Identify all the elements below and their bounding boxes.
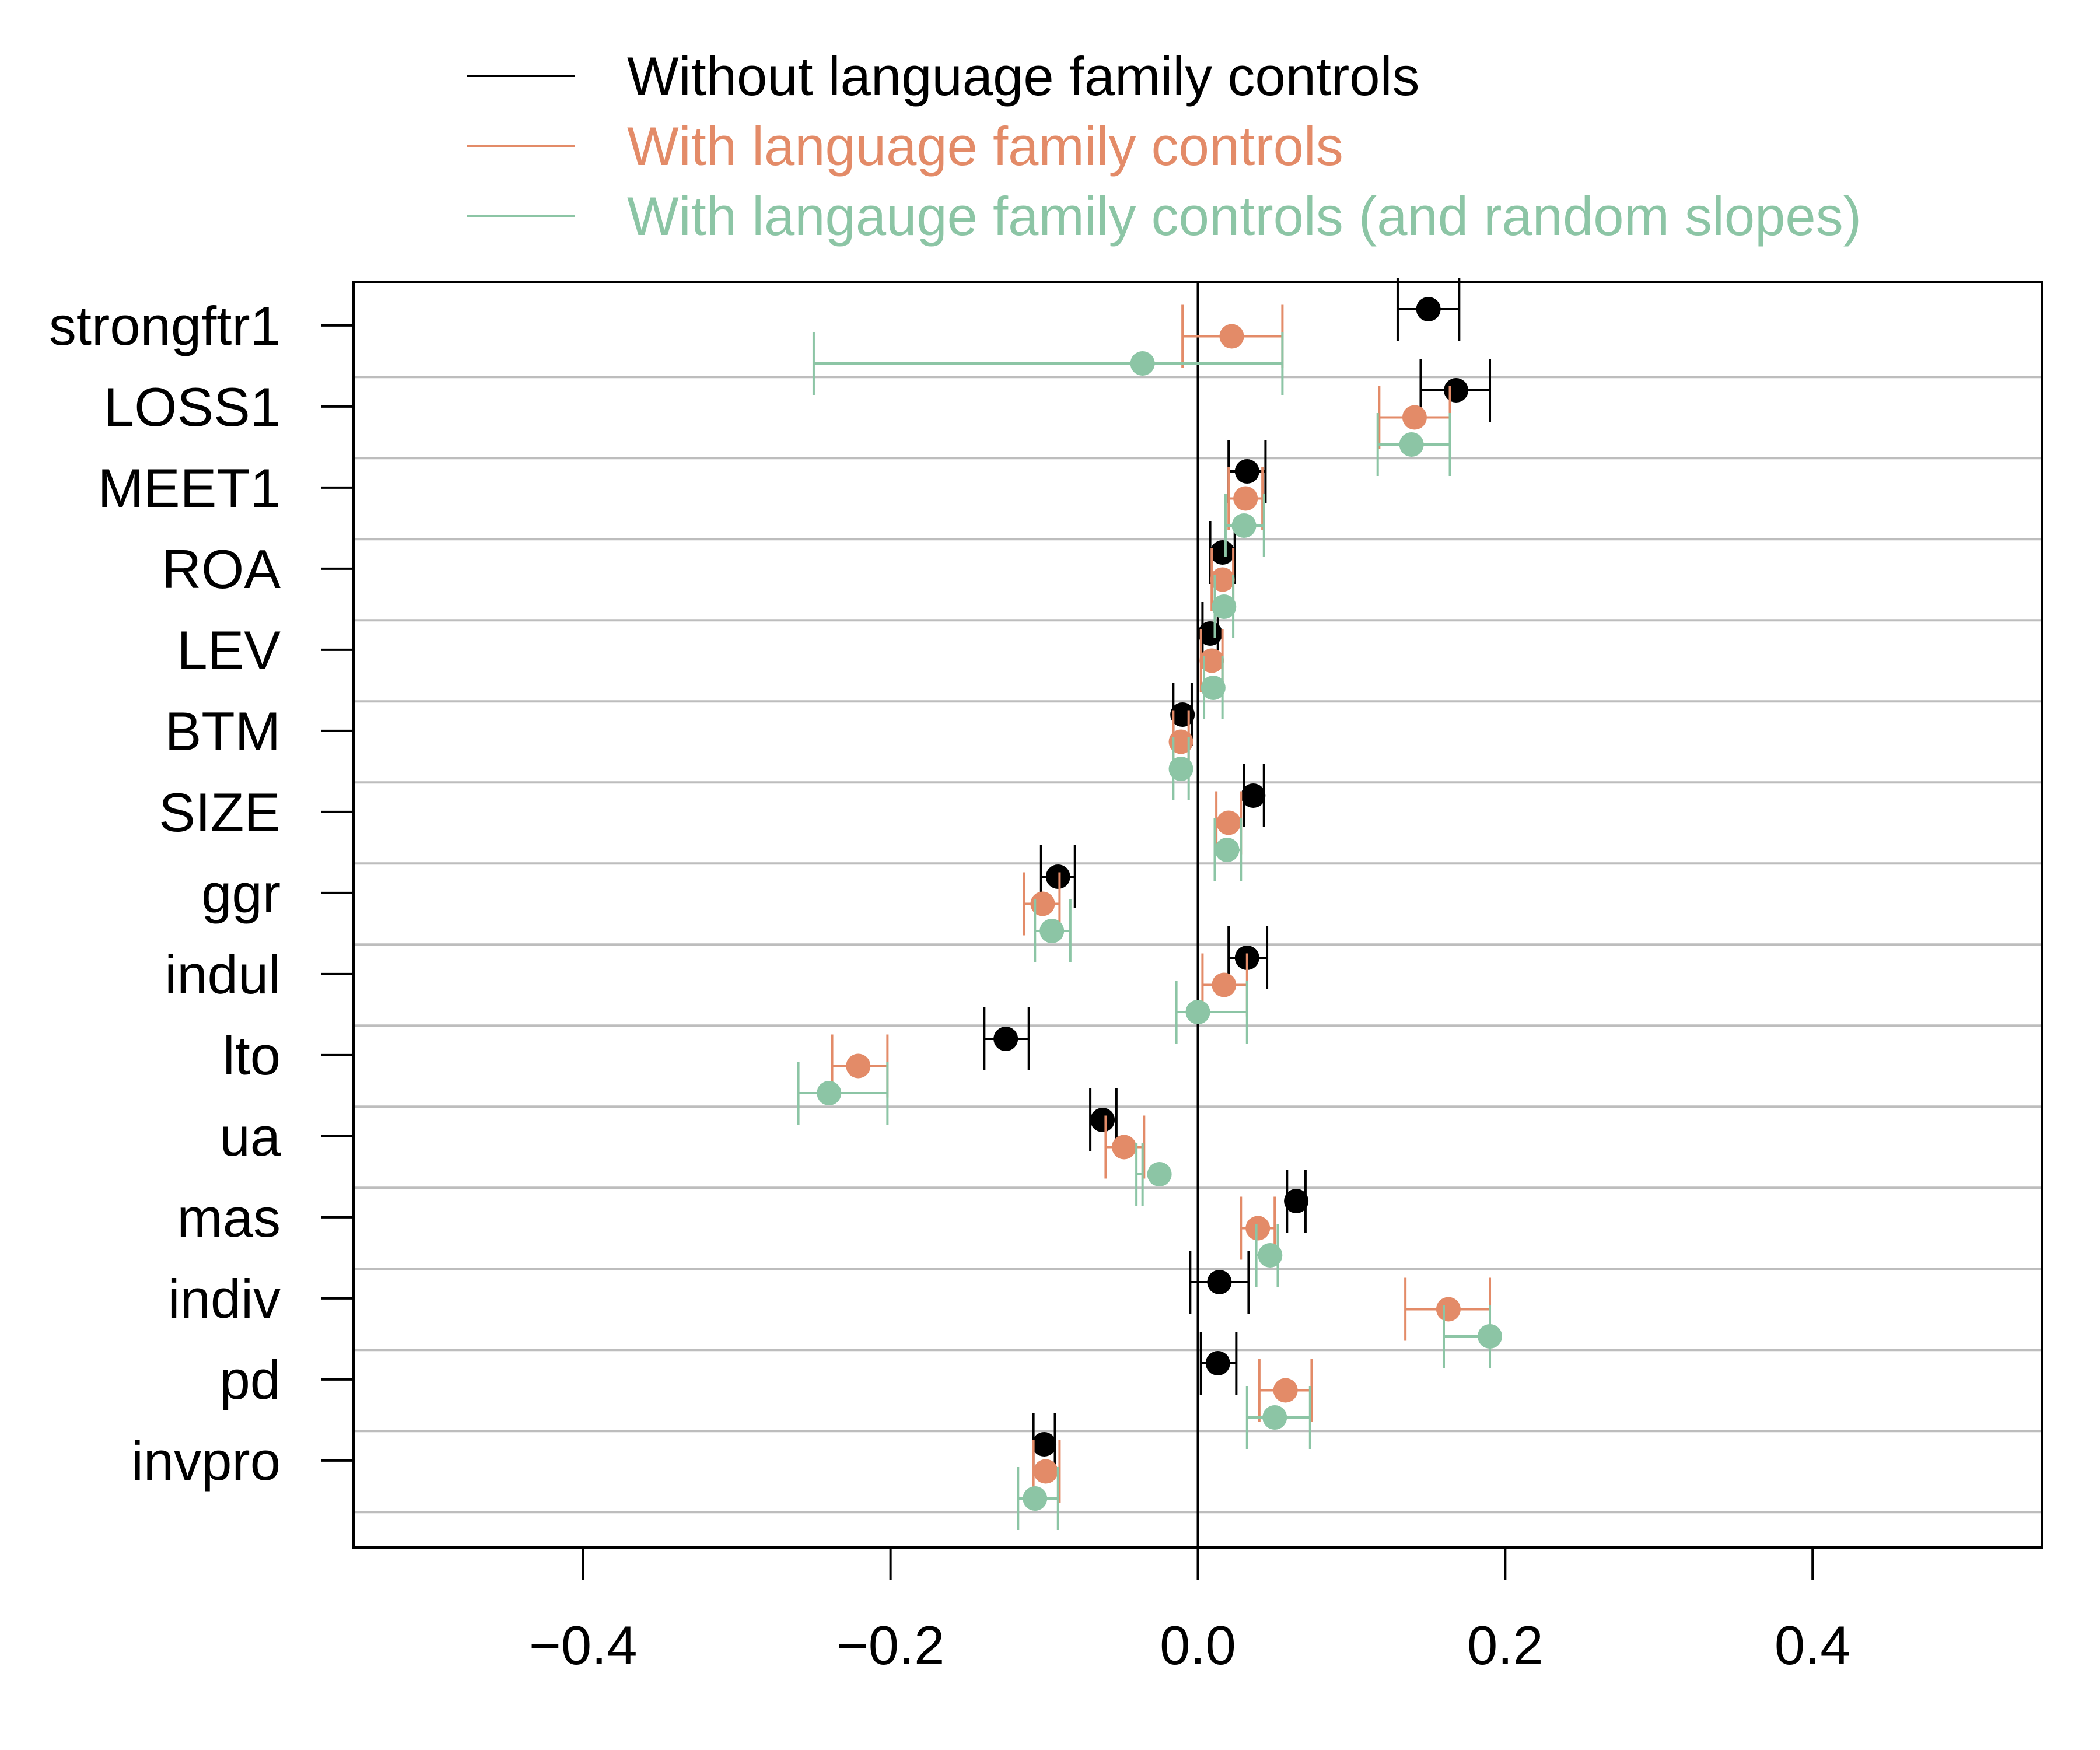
estimate-point [1273,1378,1298,1403]
estimate-point [993,1027,1019,1051]
estimate-point [1168,729,1194,754]
estimate-point [1210,540,1235,565]
estimate-point [1168,757,1194,781]
estimate-point [1032,1432,1057,1457]
estimate-point [1241,783,1266,808]
estimate-point [1212,972,1237,998]
estimate-point [1112,1135,1137,1160]
estimate-point [1478,1324,1503,1349]
y-tick-label: strongftr1 [49,295,281,356]
y-tick-label: BTM [165,701,281,762]
y-tick-label: indul [164,944,281,1005]
estimate-point [1090,1108,1115,1132]
estimate-point [1233,486,1258,511]
estimate-point [1185,1000,1210,1024]
y-tick-label: lto [223,1025,281,1086]
estimate-point [1416,297,1441,321]
estimate-point [1402,405,1427,430]
estimate-point [1258,1243,1283,1268]
estimate-point [1040,919,1065,943]
y-tick-label: ua [219,1106,281,1167]
estimate-point [1214,838,1240,862]
y-axis: strongftr1 LOSS1 MEET1 ROA LEV BTM SIZE ggr indu… [49,295,354,1492]
estimate-point [1212,594,1237,619]
estimate-point [1234,459,1259,484]
estimate-point [1284,1189,1309,1213]
estimate-point [1045,864,1070,889]
x-tick-label: 0.2 [1467,1615,1544,1676]
y-tick-label: mas [177,1187,281,1248]
estimate-point [846,1054,871,1079]
estimate-point [1231,513,1256,538]
estimate-point [1023,1486,1048,1511]
estimate-point [1210,567,1235,592]
y-tick-label: pd [219,1349,281,1410]
estimate-point [1399,432,1424,457]
estimate-point [1200,676,1226,700]
y-tick-label: MEET1 [98,457,281,519]
estimate-point [1147,1162,1172,1186]
y-tick-label: LEV [177,620,281,681]
estimate-point [1245,1216,1270,1241]
estimate-point [1207,1270,1232,1294]
estimate-point [1130,351,1155,376]
estimate-point [817,1081,842,1105]
estimate-point [1216,810,1241,835]
x-tick-label: 0.0 [1160,1615,1236,1676]
estimate-point [1444,378,1469,402]
x-tick-label: 0.4 [1774,1615,1851,1676]
legend-label: With language family controls [627,116,1343,177]
x-axis: −0.4 −0.2 0.0 0.2 0.4 [529,1548,1851,1676]
y-tick-label: SIZE [159,782,281,843]
chart-marks [797,278,1503,1548]
y-tick-label: ggr [201,863,281,924]
y-tick-label: invpro [131,1430,281,1492]
y-tick-label: LOSS1 [104,376,281,438]
estimate-point [1199,648,1224,673]
y-tick-label: indiv [168,1268,281,1329]
plot-frame [352,281,2043,1549]
estimate-point [1198,621,1223,646]
x-tick-label: −0.2 [836,1615,945,1676]
estimate-point [1030,891,1055,916]
legend-label: With langauge family controls (and rando… [627,186,1861,247]
estimate-point [1219,324,1244,349]
estimate-point [1205,1351,1230,1376]
y-tick-label: ROA [162,538,281,600]
estimate-point [1436,1297,1461,1322]
x-tick-label: −0.4 [529,1615,638,1676]
estimate-point [1262,1405,1287,1430]
estimate-point [1033,1459,1058,1484]
legend: Without language family controls With lan… [467,46,1861,247]
legend-label: Without language family controls [627,46,1419,107]
